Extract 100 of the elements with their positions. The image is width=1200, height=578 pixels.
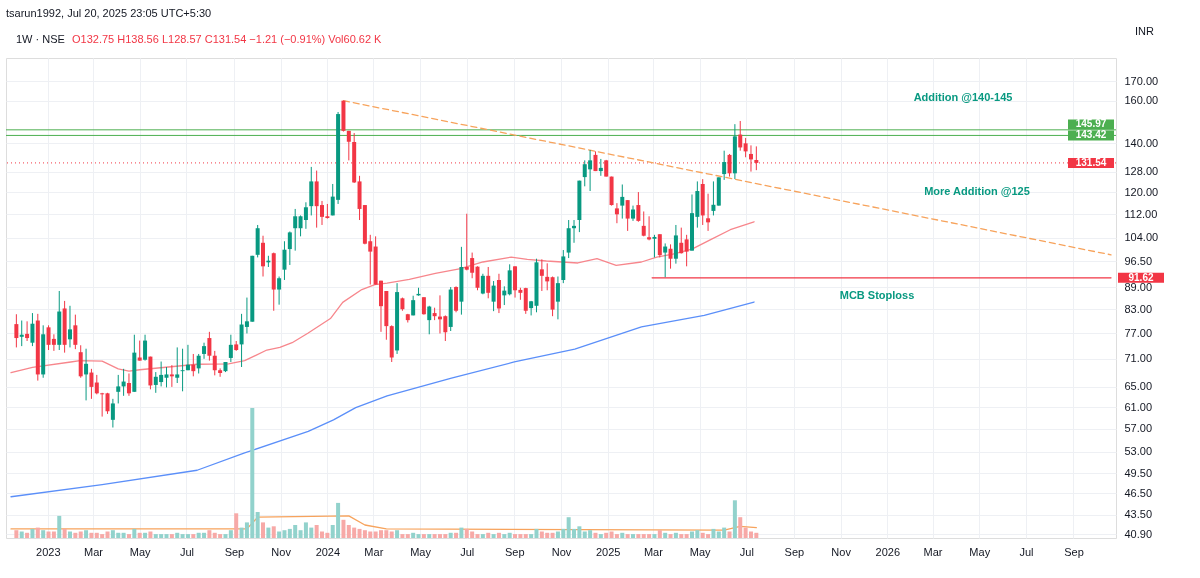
- candlestick: [282, 240, 287, 281]
- candlestick: [212, 350, 217, 376]
- bar: [57, 515, 62, 538]
- bar: [480, 534, 485, 538]
- bar: [261, 522, 266, 538]
- candlestick: [261, 235, 266, 278]
- candlestick: [684, 234, 689, 267]
- candlestick: [175, 346, 180, 384]
- annotation: Addition @140-145: [913, 91, 1013, 103]
- ref-line-label: 145.97: [1075, 118, 1107, 130]
- x-tick-label: 2024: [315, 545, 341, 558]
- bar: [223, 534, 228, 538]
- bar: [207, 530, 212, 538]
- y-tick-label: 57.00: [1124, 422, 1153, 435]
- annotation: MCB Stoploss: [839, 289, 915, 301]
- candlestick: [652, 234, 657, 258]
- x-tick-label: Sep: [224, 545, 245, 558]
- y-tick-label: 112.00: [1124, 207, 1158, 220]
- y-tick-label: 120.00: [1124, 185, 1159, 198]
- bar: [496, 532, 501, 538]
- y-tick-label: 128.00: [1124, 165, 1159, 178]
- bar: [67, 531, 72, 538]
- candlestick: [513, 265, 518, 299]
- bar: [175, 532, 180, 538]
- candlestick: [73, 314, 78, 350]
- candlestick: [277, 276, 282, 306]
- y-tick-label: 43.50: [1124, 508, 1153, 521]
- bar: [614, 534, 619, 538]
- bar: [132, 528, 137, 538]
- bar: [636, 534, 641, 538]
- x-tick-label: May: [689, 545, 712, 558]
- candlestick: [641, 210, 646, 237]
- bar: [35, 527, 40, 538]
- y-tick-label: 170.00: [1124, 74, 1159, 87]
- candlestick: [614, 202, 619, 224]
- candlestick: [539, 258, 544, 292]
- bar: [593, 532, 598, 538]
- bar: [185, 534, 190, 538]
- candlestick: [454, 285, 459, 313]
- text: tsarun1992, Jul 20, 2025 23:05 UTC+5:30: [6, 7, 212, 19]
- x-tick-label: Mar: [643, 545, 664, 558]
- bar: [711, 528, 716, 538]
- candlestick: [293, 208, 298, 252]
- x-tick-label: Jul: [460, 545, 475, 558]
- candlestick: [287, 231, 292, 266]
- candlestick: [191, 353, 196, 377]
- bar: [277, 531, 282, 538]
- candlestick: [673, 224, 678, 265]
- candlestick: [722, 150, 727, 181]
- bar: [41, 530, 46, 538]
- y-tick-label: 104.00: [1124, 231, 1159, 244]
- x-tick-label: Nov: [551, 545, 572, 558]
- candlestick: [25, 320, 30, 342]
- candlestick: [679, 227, 684, 255]
- bar: [454, 532, 459, 538]
- candlestick: [743, 137, 748, 158]
- candlestick: [636, 191, 641, 223]
- y-tick-label: 96.50: [1124, 254, 1153, 267]
- bar: [169, 534, 174, 538]
- bar: [228, 530, 233, 538]
- chart-title: 1W · NSE: [16, 33, 65, 45]
- candlestick: [67, 305, 72, 348]
- candlestick: [657, 233, 662, 258]
- y-tick-label: 83.00: [1124, 302, 1153, 315]
- bar: [684, 534, 689, 538]
- x-tick-label: 2026: [875, 545, 901, 558]
- candlestick: [185, 344, 190, 371]
- candlestick: [706, 193, 711, 232]
- y-tick-label: 49.50: [1124, 466, 1153, 479]
- x-tick-label: Mar: [83, 545, 104, 558]
- x-tick-label: 2023: [36, 545, 61, 558]
- bar: [137, 532, 142, 538]
- candlestick: [110, 398, 115, 429]
- data-label: 91.62: [1128, 271, 1154, 283]
- bar: [513, 534, 518, 538]
- bar: [389, 531, 394, 538]
- y-tick-label: 65.00: [1124, 380, 1153, 393]
- y-tick-label: 71.00: [1124, 352, 1153, 365]
- bar: [491, 534, 496, 538]
- candlestick: [507, 263, 512, 296]
- bar: [234, 513, 239, 538]
- y-tick-label: 160.00: [1124, 94, 1159, 107]
- bar: [427, 534, 432, 538]
- y-tick-label: 140.00: [1124, 136, 1159, 149]
- candlestick: [89, 368, 94, 400]
- y-tick-label: 61.00: [1124, 400, 1153, 413]
- bar: [523, 534, 528, 538]
- x-tick-label: May: [410, 545, 432, 558]
- x-tick-label: Jul: [739, 545, 754, 558]
- candlestick: [555, 276, 560, 320]
- candlestick: [164, 366, 169, 388]
- candlestick: [620, 184, 625, 220]
- bar: [395, 530, 400, 538]
- candlestick: [738, 120, 743, 152]
- candlestick: [126, 372, 131, 397]
- annotation: More Addition @125: [924, 185, 1030, 197]
- x-tick-label: 2025: [595, 545, 621, 558]
- candlestick: [94, 374, 99, 395]
- bar: [62, 528, 67, 538]
- x-tick-label: Mar: [364, 545, 384, 558]
